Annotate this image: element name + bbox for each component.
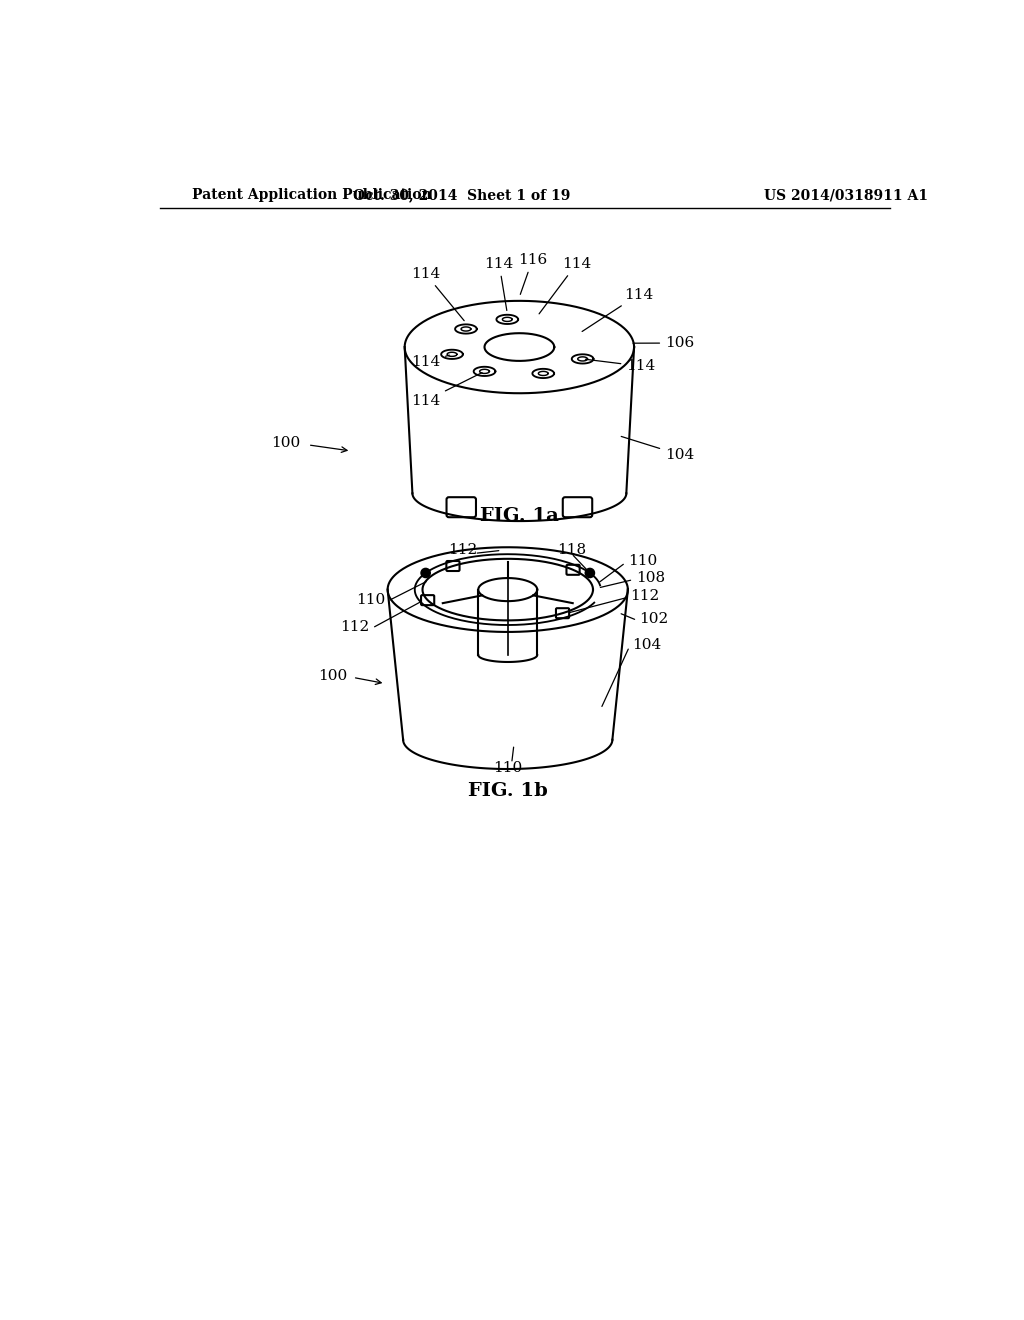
Text: 114: 114: [582, 288, 653, 331]
Text: 100: 100: [318, 669, 347, 682]
Text: 118: 118: [557, 543, 586, 557]
Text: 106: 106: [633, 337, 694, 350]
FancyBboxPatch shape: [421, 595, 434, 605]
Text: 110: 110: [356, 593, 385, 607]
Text: 116: 116: [518, 253, 547, 294]
FancyBboxPatch shape: [446, 561, 460, 572]
Circle shape: [421, 569, 430, 578]
FancyBboxPatch shape: [446, 498, 476, 517]
Text: 100: 100: [271, 437, 301, 450]
Text: 114: 114: [411, 372, 482, 408]
Text: FIG. 1b: FIG. 1b: [468, 783, 548, 800]
Text: 104: 104: [622, 437, 694, 462]
Text: 112: 112: [449, 543, 477, 557]
FancyBboxPatch shape: [563, 498, 592, 517]
Text: 114: 114: [586, 359, 655, 374]
Text: US 2014/0318911 A1: US 2014/0318911 A1: [764, 189, 928, 202]
Text: 102: 102: [640, 612, 669, 626]
Text: Oct. 30, 2014  Sheet 1 of 19: Oct. 30, 2014 Sheet 1 of 19: [352, 189, 570, 202]
FancyBboxPatch shape: [556, 609, 569, 618]
Text: 104: 104: [632, 638, 662, 652]
Text: 112: 112: [630, 589, 659, 603]
Text: 110: 110: [628, 554, 657, 568]
FancyBboxPatch shape: [566, 565, 580, 574]
Text: 112: 112: [341, 619, 370, 634]
Text: 114: 114: [411, 267, 464, 321]
Text: 114: 114: [411, 355, 450, 370]
Text: 114: 114: [484, 256, 514, 310]
Text: FIG. 1a: FIG. 1a: [480, 507, 559, 525]
Text: Patent Application Publication: Patent Application Publication: [191, 189, 431, 202]
Text: 108: 108: [636, 572, 665, 585]
Text: 114: 114: [539, 256, 591, 314]
Text: 110: 110: [494, 762, 522, 775]
Circle shape: [585, 569, 595, 578]
